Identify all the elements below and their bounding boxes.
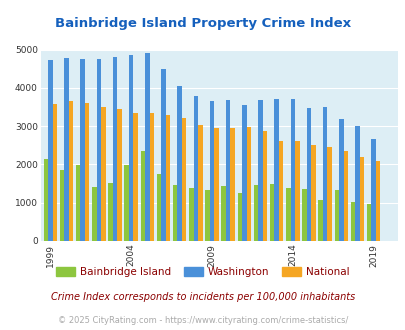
Bar <box>80 59 85 241</box>
Bar <box>246 127 250 241</box>
Bar <box>375 160 379 241</box>
Bar <box>149 114 154 241</box>
Bar <box>225 100 230 241</box>
Bar <box>145 53 149 241</box>
Bar <box>193 96 198 241</box>
Bar <box>269 184 274 241</box>
Bar <box>96 59 101 241</box>
Bar <box>334 190 338 241</box>
Bar <box>140 151 145 241</box>
Bar <box>43 159 48 241</box>
Bar <box>290 99 294 241</box>
Bar <box>262 131 266 241</box>
Bar <box>181 118 186 241</box>
Bar <box>350 202 354 241</box>
Bar <box>173 185 177 241</box>
Bar <box>48 60 52 241</box>
Bar <box>258 100 262 241</box>
Bar <box>306 109 311 241</box>
Bar <box>343 151 347 241</box>
Bar <box>338 119 343 241</box>
Bar <box>68 101 73 241</box>
Bar <box>285 188 290 241</box>
Bar <box>85 103 89 241</box>
Bar <box>156 174 161 241</box>
Bar <box>205 190 209 241</box>
Bar <box>124 165 128 241</box>
Text: © 2025 CityRating.com - https://www.cityrating.com/crime-statistics/: © 2025 CityRating.com - https://www.city… <box>58 315 347 325</box>
Bar <box>189 188 193 241</box>
Bar <box>253 184 258 241</box>
Bar <box>241 105 246 241</box>
Bar <box>128 55 133 241</box>
Bar <box>92 187 96 241</box>
Bar <box>101 107 105 241</box>
Bar <box>133 113 138 241</box>
Bar <box>230 128 234 241</box>
Bar <box>198 124 202 241</box>
Bar <box>322 107 326 241</box>
Text: Bainbridge Island Property Crime Index: Bainbridge Island Property Crime Index <box>55 16 350 30</box>
Bar <box>221 186 225 241</box>
Bar <box>52 104 57 241</box>
Bar <box>274 99 278 241</box>
Bar <box>117 109 121 241</box>
Bar <box>60 170 64 241</box>
Bar <box>354 126 359 241</box>
Bar <box>165 115 170 241</box>
Bar <box>177 86 181 241</box>
Bar <box>108 183 113 241</box>
Bar <box>209 101 214 241</box>
Bar <box>371 140 375 241</box>
Text: Crime Index corresponds to incidents per 100,000 inhabitants: Crime Index corresponds to incidents per… <box>51 292 354 302</box>
Bar <box>278 141 283 241</box>
Bar <box>326 147 331 241</box>
Bar <box>113 57 117 241</box>
Bar <box>214 128 218 241</box>
Bar <box>76 165 80 241</box>
Bar <box>64 58 68 241</box>
Bar <box>301 189 306 241</box>
Legend: Bainbridge Island, Washington, National: Bainbridge Island, Washington, National <box>52 263 353 281</box>
Bar <box>311 145 315 241</box>
Bar <box>318 200 322 241</box>
Bar <box>294 141 299 241</box>
Bar <box>237 193 241 241</box>
Bar <box>359 157 363 241</box>
Bar <box>161 69 165 241</box>
Bar <box>366 204 371 241</box>
